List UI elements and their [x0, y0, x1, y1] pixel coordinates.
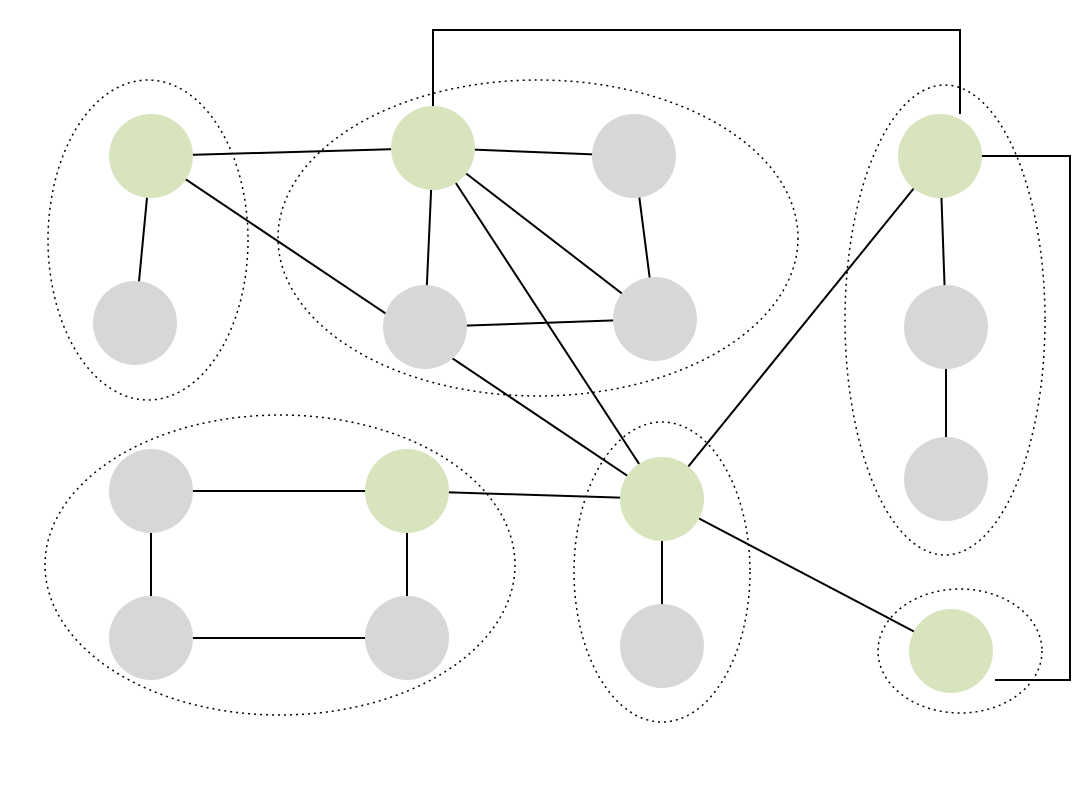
node: [109, 596, 193, 680]
node: [109, 449, 193, 533]
node: [898, 114, 982, 198]
node: [365, 596, 449, 680]
node: [391, 106, 475, 190]
node: [904, 437, 988, 521]
node: [109, 114, 193, 198]
node: [909, 609, 993, 693]
node: [620, 457, 704, 541]
node: [904, 285, 988, 369]
node: [383, 285, 467, 369]
node: [620, 604, 704, 688]
node: [93, 281, 177, 365]
network-diagram: [0, 0, 1092, 788]
node: [613, 277, 697, 361]
node: [365, 449, 449, 533]
node: [592, 114, 676, 198]
